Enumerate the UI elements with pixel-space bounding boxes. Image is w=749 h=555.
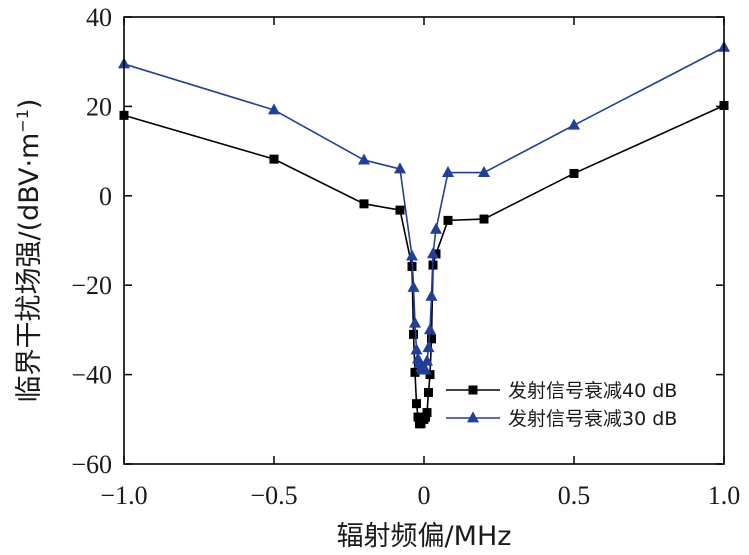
data-point-square	[424, 387, 433, 397]
y-tick-label: 40	[86, 3, 112, 32]
data-point-square	[443, 215, 453, 225]
y-tick-label: −40	[71, 361, 112, 390]
x-tick-labels: −1.0 −0.5 0 0.5 1.0	[100, 481, 740, 510]
y-axis-label: 临界干扰场强/(dBV·m−1)	[13, 99, 45, 403]
data-point-triangle	[410, 343, 423, 355]
data-point-triangle	[424, 323, 436, 335]
y-tick-label: −60	[71, 450, 112, 479]
data-point-triangle	[430, 222, 442, 234]
y-axis-label-main: 临界干扰场强/(dBV·m	[14, 133, 45, 403]
data-point-triangle	[478, 165, 490, 177]
data-point-triangle	[394, 162, 406, 174]
data-point-triangle	[268, 103, 280, 115]
data-point-square	[409, 329, 418, 339]
x-tick-label: 0	[418, 481, 431, 510]
y-tick-labels: −60 −40 −20 0 20 40	[71, 3, 112, 479]
legend-item-40db: 发射信号衰减40 dB	[446, 380, 677, 402]
y-axis-label-close: )	[14, 99, 45, 110]
data-point-triangle	[425, 289, 438, 301]
plot-frame	[123, 16, 725, 465]
data-point-triangle	[358, 153, 370, 165]
triangle-marker-icon	[467, 411, 479, 423]
x-tick-label: 0.5	[558, 481, 591, 510]
data-point-triangle	[422, 341, 435, 353]
data-point-square	[359, 199, 369, 209]
data-point-triangle	[419, 363, 432, 375]
data-point-triangle	[442, 165, 454, 177]
data-point-square	[395, 205, 405, 215]
data-point-square	[412, 399, 421, 409]
legend-item-30db: 发射信号衰减30 dB	[446, 408, 677, 430]
data-point-square	[410, 367, 420, 377]
series-30db	[118, 40, 730, 375]
data-point-triangle	[407, 280, 420, 292]
legend: 发射信号衰减40 dB 发射信号衰减30 dB	[446, 380, 677, 430]
data-point-square	[479, 214, 489, 224]
data-point-triangle	[427, 247, 439, 259]
x-tick-label: 1.0	[708, 481, 741, 510]
x-axis-label: 辐射频偏/MHz	[337, 521, 512, 552]
series-line	[123, 104, 725, 425]
y-tick-label: 0	[99, 182, 112, 211]
triangle-legend-marker	[467, 411, 479, 423]
data-point-square	[422, 408, 432, 418]
data-point-triangle	[409, 316, 421, 328]
y-tick-label: −20	[71, 271, 112, 300]
data-point-square	[427, 334, 436, 344]
square-marker-icon	[468, 385, 478, 395]
y-tick-label: 20	[86, 92, 112, 121]
legend-label-30db: 发射信号衰减30 dB	[508, 408, 677, 430]
x-tick-label: −0.5	[250, 481, 297, 510]
series-layer	[118, 40, 730, 429]
square-legend-marker	[468, 385, 478, 395]
data-point-triangle	[421, 354, 433, 366]
x-tick-label: −1.0	[100, 481, 147, 510]
data-point-triangle	[406, 249, 418, 261]
data-point-square	[569, 168, 579, 178]
y-axis-label-superscript: −1	[13, 109, 32, 133]
legend-label-40db: 发射信号衰减40 dB	[508, 380, 677, 402]
series-line	[123, 46, 725, 371]
data-point-square	[425, 370, 435, 380]
data-point-triangle	[568, 118, 580, 130]
data-point-square	[269, 154, 279, 164]
